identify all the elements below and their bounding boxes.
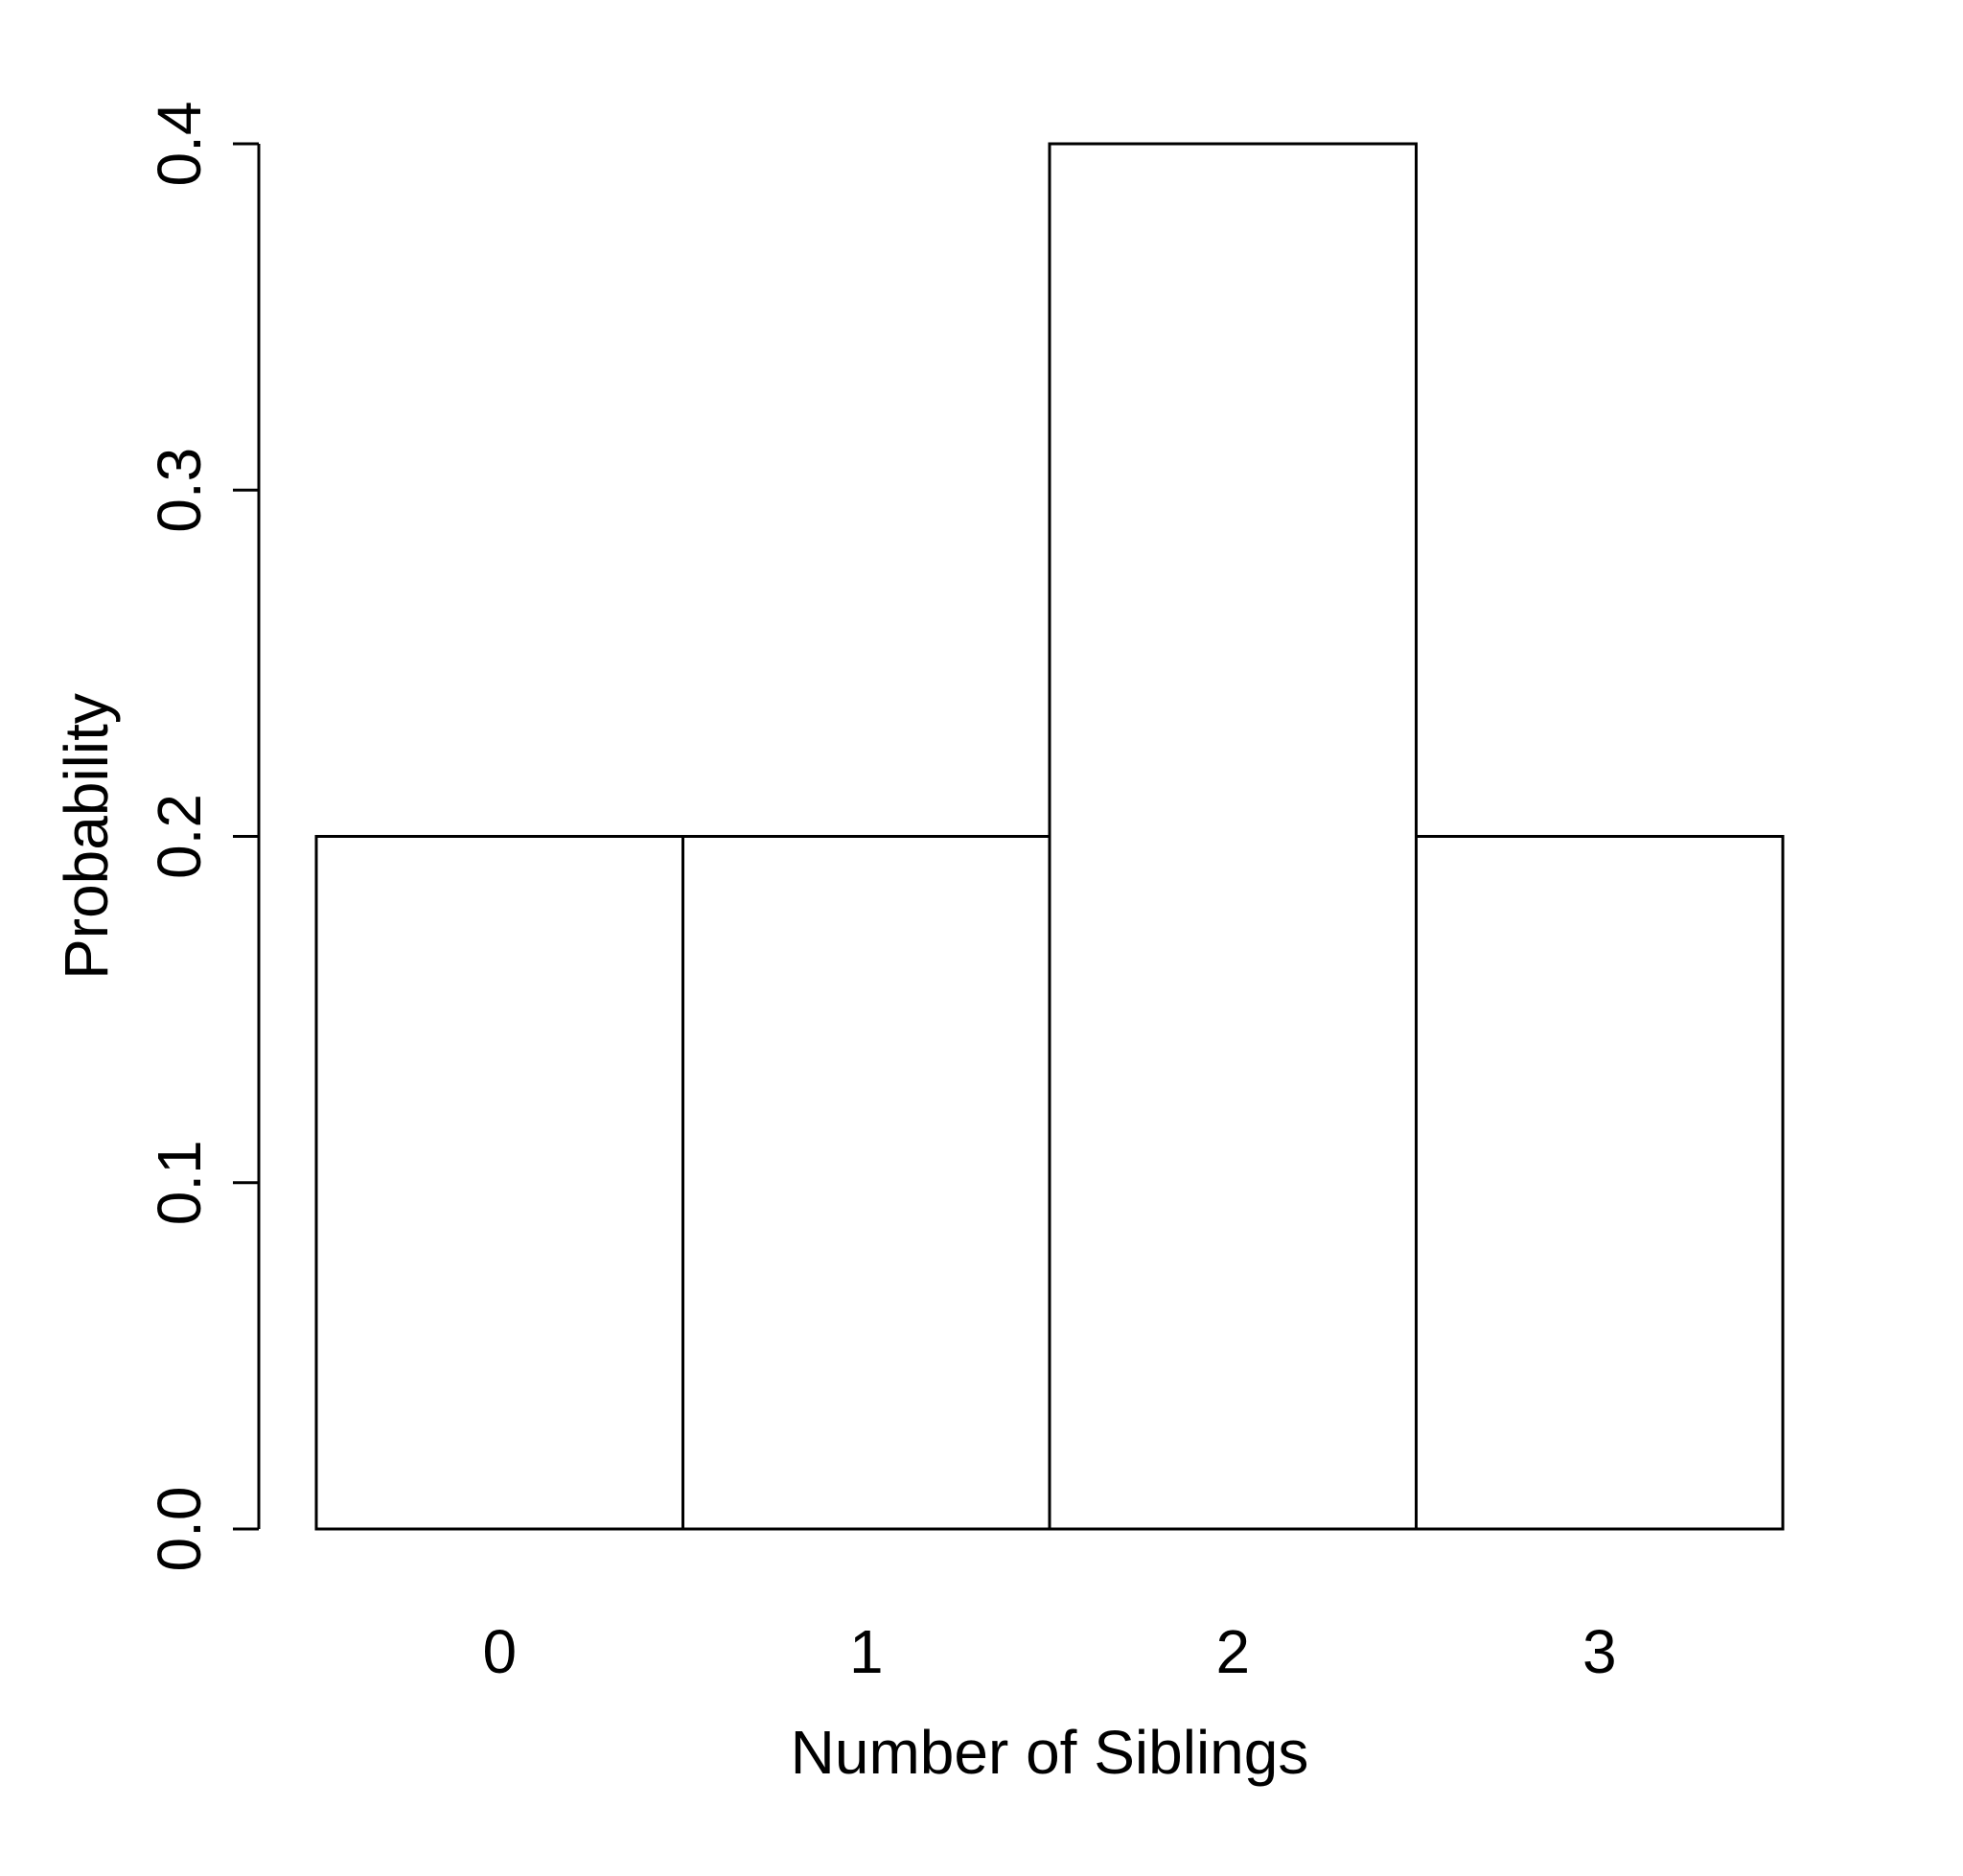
bar-0 <box>314 835 684 1531</box>
x-axis-labels: 0 1 2 3 <box>482 1617 1616 1686</box>
y-tick-label-0.0: 0.0 <box>145 1487 214 1572</box>
y-axis: 0.0 0.1 0.2 0.3 0.4 <box>145 102 261 1572</box>
bar-3 <box>1415 835 1785 1531</box>
x-tick-label-0: 0 <box>482 1617 517 1686</box>
x-tick-label-1: 1 <box>849 1617 884 1686</box>
bar-1 <box>681 835 1051 1531</box>
bar-2 <box>1048 142 1418 1531</box>
y-axis-title: Probability <box>52 693 121 980</box>
y-tick-label-0.3: 0.3 <box>145 448 214 533</box>
x-tick-label-2: 2 <box>1215 1617 1250 1686</box>
y-tick-label-0.1: 0.1 <box>145 1140 214 1225</box>
y-tick-label-0.2: 0.2 <box>145 794 214 879</box>
y-tick-label-0.4: 0.4 <box>145 102 214 187</box>
x-axis-title: Number of Siblings <box>791 1718 1309 1787</box>
x-tick-label-3: 3 <box>1582 1617 1617 1686</box>
bars-group <box>314 142 1785 1531</box>
